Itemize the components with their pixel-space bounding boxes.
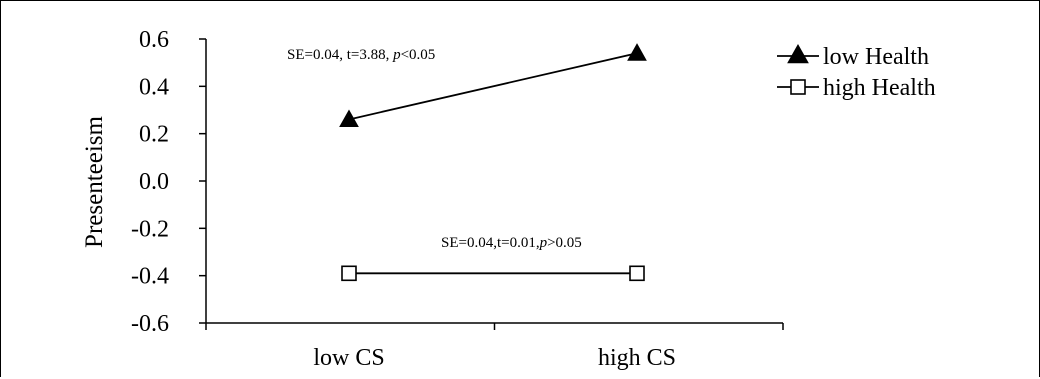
legend-triangle-icon: [787, 43, 809, 64]
series-layer: [339, 43, 647, 282]
x-tick-label: low CS: [313, 345, 384, 371]
series-1: [339, 43, 647, 127]
series-2: [341, 265, 645, 282]
legend-square-icon: [790, 79, 806, 95]
significance-annotation: SE=0.04, t=3.88, p<0.05: [287, 47, 435, 63]
data-point-square: [629, 265, 645, 282]
y-tick-label: -0.6: [131, 311, 169, 337]
legend-label: high Health: [823, 75, 936, 101]
data-point-triangle: [627, 43, 647, 61]
data-point-triangle: [339, 109, 359, 127]
annotations: SE=0.04, t=3.88, p<0.05 SE=0.04,t=0.01,p>…: [287, 47, 582, 251]
legend-item: high Health: [777, 75, 936, 101]
legend-label: low Health: [823, 44, 929, 70]
y-tick-label: -0.4: [131, 264, 169, 290]
x-axis-ticks: low CS high CS: [205, 323, 784, 371]
series-line: [348, 52, 638, 121]
y-tick-label: 0.4: [139, 74, 169, 100]
y-tick-label: 0.0: [139, 169, 169, 195]
y-tick-label: -0.2: [131, 216, 169, 242]
significance-annotation: SE=0.04,t=0.01,p>0.05: [441, 235, 582, 251]
legend-item: low Health: [777, 43, 929, 70]
y-tick-label: 0.6: [139, 27, 169, 53]
y-tick-label: 0.2: [139, 122, 169, 148]
legend: low Health high Health: [777, 43, 936, 101]
data-point-square: [341, 265, 357, 282]
y-axis-ticks: 0.6 0.4 0.2 0.0 -0.2 -0.4 -0.6: [131, 27, 206, 337]
x-tick-label: high CS: [598, 345, 676, 371]
y-axis-title: Presenteeism: [81, 115, 108, 247]
